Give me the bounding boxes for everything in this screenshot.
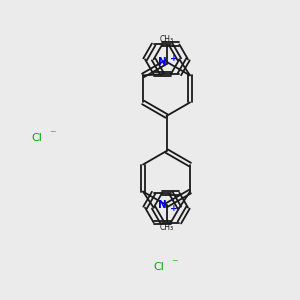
Text: ⁻: ⁻ (172, 257, 178, 270)
Text: +: + (170, 54, 178, 63)
Text: ⁻: ⁻ (49, 128, 56, 141)
Text: N: N (158, 57, 167, 67)
Text: +: + (170, 204, 178, 213)
Text: Cl: Cl (31, 134, 42, 143)
Text: CH₃: CH₃ (159, 35, 174, 44)
Text: CH₃: CH₃ (159, 223, 174, 232)
Text: Cl: Cl (153, 262, 164, 272)
Text: N: N (158, 200, 167, 210)
